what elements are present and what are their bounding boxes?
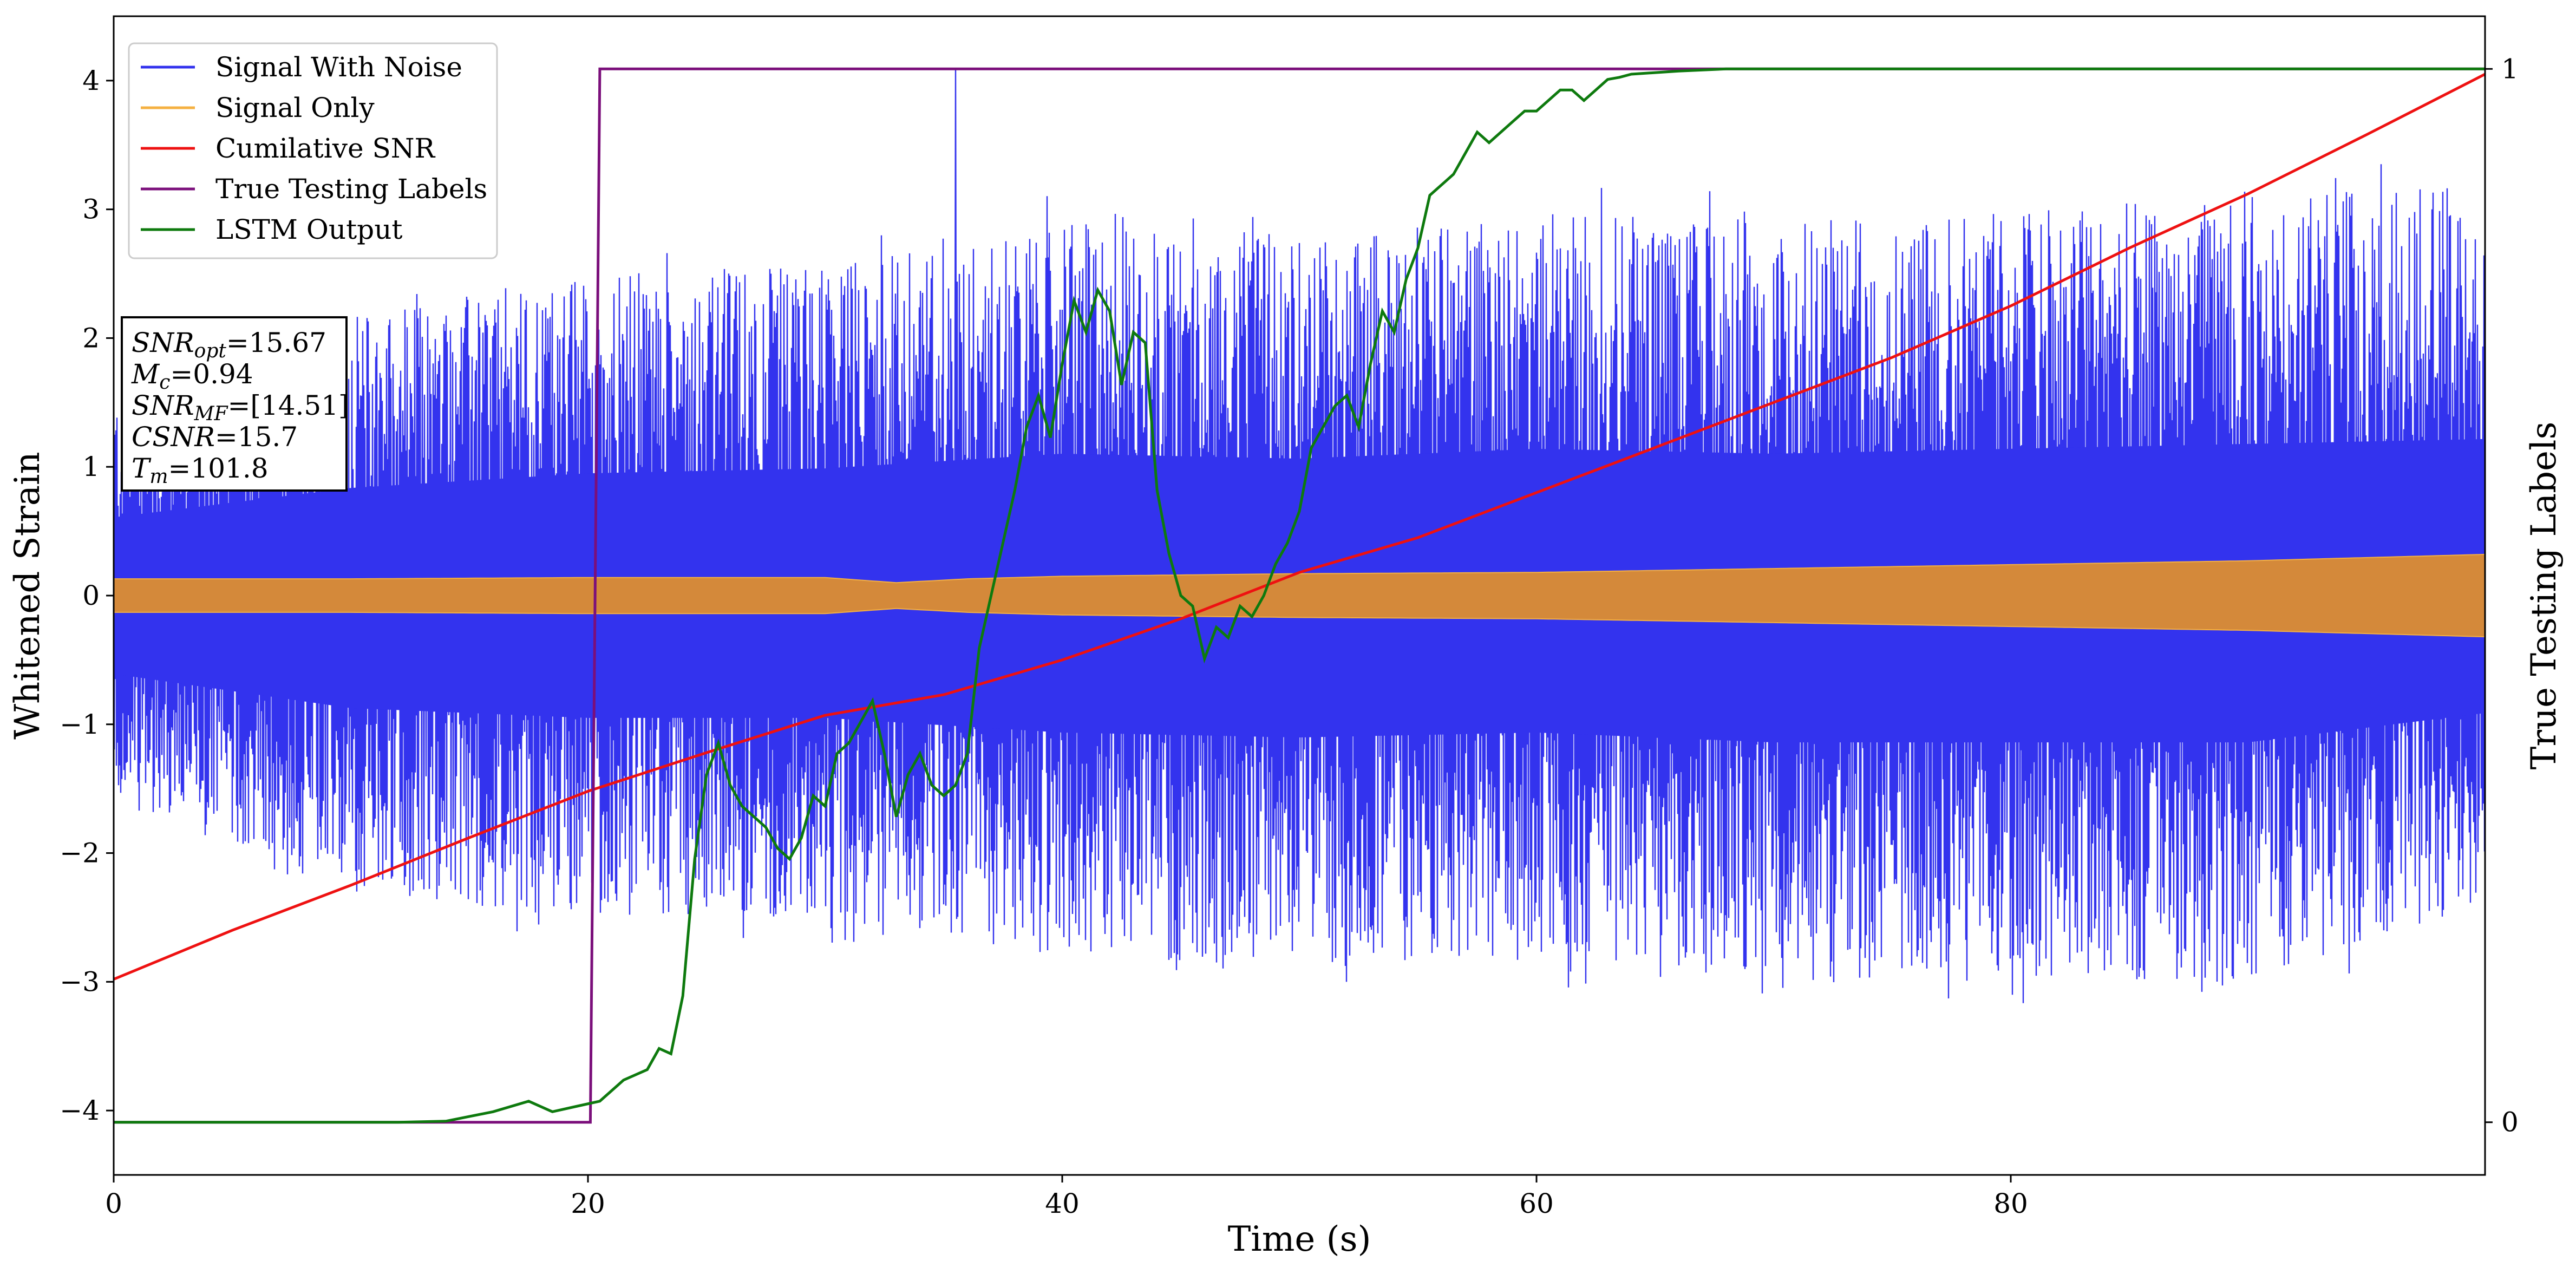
legend-entry: Signal With Noise [215, 51, 462, 83]
annotation-line: SNRopt=15.67 [132, 327, 326, 362]
y-tick-label: 3 [82, 194, 100, 225]
x-tick-label: 80 [1993, 1188, 2028, 1219]
y2-axis-label: True Testing Labels [2524, 422, 2564, 770]
y-axis-label: Whitened Strain [8, 452, 48, 739]
y-tick-label: 0 [82, 580, 100, 611]
y-tick-label: −4 [60, 1095, 100, 1126]
annotation-line: SNRMF=[14.51] [132, 390, 349, 425]
annotation-line: Mc=0.94 [131, 358, 253, 394]
annotation-frame [121, 316, 348, 492]
series-lstm-output [114, 67, 2485, 1124]
annotation-line: CSNR=15.7 [132, 421, 298, 453]
legend-entry: Signal Only [215, 92, 375, 123]
x-tick-label: 40 [1045, 1188, 1080, 1219]
annotation-line: Tm=101.8 [132, 453, 269, 488]
series-cumulative-snr [114, 73, 2485, 981]
y-tick-label: 1 [82, 451, 100, 482]
legend-entry: True Testing Labels [215, 173, 487, 205]
x-tick-label: 20 [571, 1188, 605, 1219]
y2-tick-label: 0 [2501, 1107, 2519, 1138]
x-tick-label: 60 [1519, 1188, 1554, 1219]
legend: Signal With Noise Signal Only Cumilative S… [128, 42, 498, 259]
y2-tick-label: 1 [2501, 53, 2519, 84]
series-signal-only [114, 553, 2485, 638]
annotation-box: SNRopt=15.67Mc=0.94SNRMF=[14.51]CSNR=15.… [121, 316, 349, 492]
x-tick-label: 0 [105, 1188, 122, 1219]
y-tick-label: −1 [60, 709, 100, 740]
y-tick-label: −2 [60, 838, 100, 869]
legend-entry: LSTM Output [215, 214, 402, 245]
legend-entry: Cumilative SNR [215, 133, 435, 164]
x-axis-label: Time (s) [1228, 1219, 1371, 1259]
y-tick-label: 4 [82, 65, 100, 96]
plot-area [114, 67, 2485, 1124]
y-tick-label: −3 [60, 966, 100, 997]
legend-frame [128, 42, 498, 259]
series-signal-with-noise [114, 68, 2485, 1003]
y-tick-label: 2 [82, 322, 100, 354]
